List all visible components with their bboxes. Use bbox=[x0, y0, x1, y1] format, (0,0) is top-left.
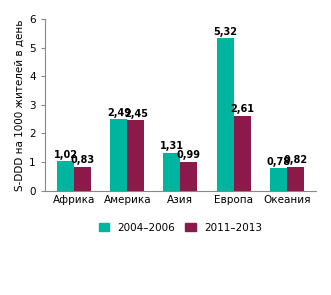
Legend: 2004–2006, 2011–2013: 2004–2006, 2011–2013 bbox=[94, 218, 266, 237]
Bar bbox=[110, 119, 127, 191]
Text: 2,49: 2,49 bbox=[107, 108, 131, 118]
Bar bbox=[234, 116, 251, 191]
Bar bbox=[216, 38, 234, 191]
Text: 1,31: 1,31 bbox=[160, 141, 184, 151]
Text: 0,78: 0,78 bbox=[266, 157, 290, 166]
Bar bbox=[164, 153, 180, 191]
Y-axis label: S-DDD на 1000 жителей в день: S-DDD на 1000 жителей в день bbox=[15, 19, 25, 191]
Text: 0,99: 0,99 bbox=[177, 150, 201, 160]
Bar bbox=[57, 161, 74, 191]
Bar bbox=[180, 162, 197, 191]
Text: 5,32: 5,32 bbox=[213, 27, 237, 37]
Bar bbox=[74, 167, 91, 191]
Text: 1,02: 1,02 bbox=[54, 150, 78, 160]
Text: 0,82: 0,82 bbox=[283, 155, 307, 165]
Bar bbox=[127, 120, 144, 191]
Text: 2,45: 2,45 bbox=[124, 109, 148, 119]
Bar bbox=[270, 168, 287, 191]
Text: 0,83: 0,83 bbox=[71, 155, 95, 165]
Bar bbox=[287, 167, 304, 191]
Text: 2,61: 2,61 bbox=[230, 104, 254, 114]
